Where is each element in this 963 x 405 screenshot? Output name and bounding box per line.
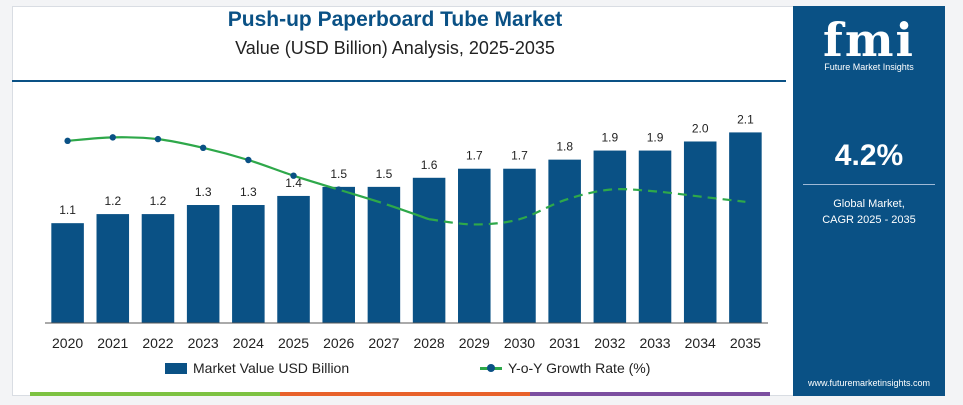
bar xyxy=(96,214,130,323)
legend-label-market-value: Market Value USD Billion xyxy=(193,360,350,376)
bar xyxy=(232,205,265,323)
bar xyxy=(322,186,355,323)
x-tick-label: 2022 xyxy=(142,335,173,351)
x-tick-label: 2023 xyxy=(188,335,219,351)
growth-marker xyxy=(335,186,342,193)
chart-title: Push-up Paperboard Tube Market xyxy=(227,8,563,31)
title-divider xyxy=(12,80,786,82)
bar-value-label: 1.2 xyxy=(150,194,167,208)
bar xyxy=(593,150,627,323)
bar-value-label: 2.1 xyxy=(737,112,754,126)
bar-value-label: 2.0 xyxy=(692,121,709,135)
legend-line-swatch xyxy=(480,363,502,372)
growth-marker xyxy=(380,200,388,207)
bar xyxy=(277,195,310,323)
x-tick-label: 2034 xyxy=(685,335,716,351)
bar-value-label: 1.5 xyxy=(330,167,347,181)
legend-bar-swatch xyxy=(165,362,187,374)
bar-value-label: 1.6 xyxy=(421,158,438,172)
bar-value-label: 1.3 xyxy=(195,185,212,199)
bar xyxy=(51,223,84,323)
legend-label-growth-rate: Y-o-Y Growth Rate (%) xyxy=(508,360,651,376)
x-tick-label: 2029 xyxy=(459,335,490,351)
bar-value-label: 1.9 xyxy=(647,131,664,145)
chart-subtitle: Value (USD Billion) Analysis, 2025-2035 xyxy=(235,38,555,58)
bar xyxy=(458,168,491,323)
growth-marker xyxy=(245,156,252,164)
x-tick-label: 2030 xyxy=(504,335,535,351)
bar xyxy=(638,150,672,323)
x-tick-label: 2032 xyxy=(594,335,625,351)
panel-divider xyxy=(803,184,935,185)
bottom-color-strip xyxy=(30,392,770,396)
bar xyxy=(186,205,220,323)
x-tick-label: 2035 xyxy=(730,335,761,351)
x-tick-label: 2025 xyxy=(278,335,309,351)
chart-plot: 1.1 2020 1.2 2021 1.2 2022 1.3 2023 1.3 2024 1.4 20… xyxy=(45,112,768,351)
growth-line-forecast xyxy=(428,188,746,226)
bar xyxy=(412,177,446,323)
bar-value-label: 1.5 xyxy=(376,167,393,181)
bar-value-label: 1.8 xyxy=(556,140,573,154)
x-tick-label: 2027 xyxy=(368,335,399,351)
logo-subtitle: Future Market Insights xyxy=(824,62,914,72)
bar-value-label: 1.7 xyxy=(466,149,483,163)
bar-value-label: 1.1 xyxy=(59,203,76,217)
bar-value-label: 1.3 xyxy=(240,185,257,199)
legend-item-market-value: Market Value USD Billion xyxy=(165,360,349,376)
bar-value-label: 1.4 xyxy=(285,176,302,190)
cagr-label-line-1: Global Market, xyxy=(833,198,905,210)
bar xyxy=(548,159,581,323)
cagr-label-line-2: CAGR 2025 - 2035 xyxy=(822,214,916,226)
fmi-logo: fmi Future Market Insights xyxy=(793,14,945,72)
cagr-label: Global Market, CAGR 2025 - 2035 xyxy=(793,196,945,228)
x-tick-label: 2024 xyxy=(233,335,264,351)
growth-marker xyxy=(199,144,207,152)
x-tick-label: 2020 xyxy=(52,335,83,351)
bar xyxy=(367,186,401,323)
legend-item-growth-rate: Y-o-Y Growth Rate (%) xyxy=(480,360,650,376)
x-tick-label: 2033 xyxy=(639,335,670,351)
bar-value-label: 1.9 xyxy=(602,131,619,145)
side-panel: fmi Future Market Insights 4.2% Global M… xyxy=(793,6,945,396)
bar-value-label: 1.7 xyxy=(511,149,528,163)
website-link[interactable]: www.futuremarketinsights.com xyxy=(807,378,931,388)
bar xyxy=(141,214,175,323)
growth-marker xyxy=(64,137,71,145)
growth-marker xyxy=(109,134,116,141)
cagr-value: 4.2% xyxy=(834,139,904,172)
growth-marker xyxy=(154,135,162,143)
bar xyxy=(683,141,717,323)
chart-legend: Market Value USD Billion Y-o-Y Growth Ra… xyxy=(0,360,790,380)
bar xyxy=(503,168,536,323)
bar xyxy=(729,132,762,323)
x-tick-label: 2026 xyxy=(323,335,354,351)
x-tick-label: 2021 xyxy=(97,335,128,351)
x-tick-label: 2031 xyxy=(549,335,580,351)
bar-value-label: 1.2 xyxy=(104,194,121,208)
logo-wordmark: fmi xyxy=(823,13,915,67)
growth-marker xyxy=(290,172,297,179)
x-tick-label: 2028 xyxy=(414,335,445,351)
